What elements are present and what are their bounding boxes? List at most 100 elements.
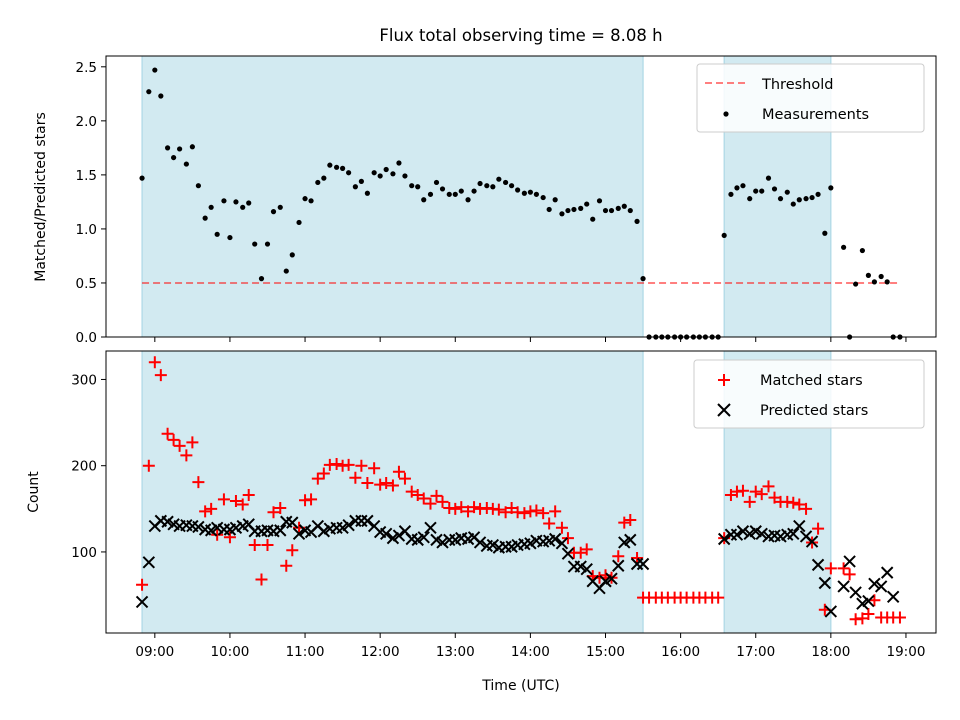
x-tick-label: 15:00 [586, 644, 625, 660]
x-tick-label: 18:00 [811, 644, 850, 660]
predicted-star-marker [561, 547, 575, 560]
legend-predicted-swatch [717, 403, 731, 417]
matched-star-marker [812, 522, 825, 535]
top-panel-frame [105, 55, 937, 338]
measurement-point [884, 279, 890, 285]
measurement-point [878, 273, 884, 280]
matched-star-marker [724, 489, 737, 502]
matched-star-marker [893, 611, 906, 624]
predicted-star-marker [755, 527, 768, 541]
measurement-point [446, 191, 452, 197]
x-tick-label: 09:00 [135, 644, 174, 660]
predicted-star-marker [361, 514, 374, 528]
matched-star-marker [136, 578, 149, 591]
measurement-point [246, 200, 252, 206]
predicted-star-marker [548, 532, 562, 546]
matched-star-marker [349, 471, 362, 484]
matched-star-marker [280, 559, 293, 572]
measurement-point [640, 276, 646, 282]
measurement-point [214, 231, 220, 237]
predicted-star-marker [605, 572, 618, 585]
measurement-point [784, 189, 790, 195]
matched-star-marker [712, 591, 725, 604]
matched-star-marker [793, 498, 806, 511]
matched-star-marker [424, 497, 437, 510]
predicted-star-marker [142, 556, 156, 569]
measurement-point [765, 175, 772, 181]
bottom-panel-legend-box [693, 359, 925, 429]
measurement-point [302, 196, 308, 202]
measurement-point [596, 198, 603, 204]
matched-star-marker [837, 562, 850, 575]
matched-star-marker [411, 489, 424, 502]
bottom-panel-y-tick-label: 100 [71, 545, 97, 561]
matched-star-marker [192, 476, 205, 489]
matched-star-marker [736, 484, 749, 497]
measurement-point [427, 191, 434, 197]
matched-star-marker [430, 489, 443, 502]
matched-star-marker [342, 458, 355, 471]
predicted-star-marker [843, 555, 856, 568]
matched-star-marker [543, 517, 556, 530]
measurement-point [358, 178, 364, 184]
measurement-point [753, 188, 759, 194]
measurement-point [396, 160, 402, 166]
measurement-point [233, 199, 239, 205]
measurement-point [402, 173, 408, 179]
predicted-star-marker [292, 527, 306, 541]
x-tick-label: 19:00 [887, 644, 926, 660]
matched-star-marker [417, 492, 430, 505]
bottom-panel-series [135, 514, 900, 618]
matched-star-marker [462, 505, 475, 518]
predicted-star-marker [392, 529, 406, 542]
measurement-point [364, 190, 370, 196]
predicted-star-marker [624, 533, 637, 547]
predicted-star-marker [736, 525, 750, 538]
measurement-point [221, 198, 227, 204]
predicted-star-marker [192, 520, 205, 534]
measurement-point [484, 183, 490, 189]
predicted-star-marker [612, 559, 625, 572]
measurement-point [571, 206, 577, 213]
predicted-star-marker [811, 558, 825, 572]
measurement-point [146, 89, 152, 95]
matched-star-marker [242, 489, 255, 502]
matched-star-marker [380, 476, 393, 489]
measurement-point [409, 183, 415, 189]
matched-star-marker [436, 495, 449, 508]
bottom-panel-shaded-interval-0 [142, 351, 644, 633]
measurement-point [540, 194, 546, 201]
matched-star-marker [800, 502, 813, 515]
measurement-point [521, 190, 527, 196]
matched-star-marker [555, 521, 568, 534]
measurement-point [308, 198, 314, 204]
measurement-point [152, 67, 158, 73]
predicted-star-marker [880, 566, 894, 579]
measurement-point [177, 146, 183, 152]
measurement-point [465, 197, 471, 203]
x-tick-label: 14:00 [511, 644, 550, 660]
measurement-point [471, 188, 477, 194]
predicted-star-marker [862, 594, 875, 608]
measurement-point [552, 197, 558, 203]
predicted-star-marker [837, 580, 850, 593]
measurement-point [189, 144, 195, 150]
measurement-point [796, 197, 802, 203]
x-tick-label: 13:00 [436, 644, 475, 660]
predicted-star-marker [274, 524, 287, 537]
measurement-point [477, 180, 483, 187]
predicted-star-marker [824, 605, 838, 618]
measurement-point [853, 281, 859, 287]
matched-star-marker [305, 493, 318, 506]
measurement-point [333, 164, 340, 170]
matched-star-marker [311, 472, 324, 485]
matched-star-marker [580, 543, 593, 556]
legend-threshold-label: Threshold [761, 77, 833, 93]
matched-star-marker [574, 546, 587, 559]
matched-star-marker [286, 544, 299, 557]
measurement-point [240, 204, 246, 210]
top-panel-y-tick-label: 1.5 [76, 168, 97, 184]
measurement-point [841, 244, 847, 250]
predicted-star-marker [286, 516, 299, 529]
measurement-point [415, 184, 421, 190]
